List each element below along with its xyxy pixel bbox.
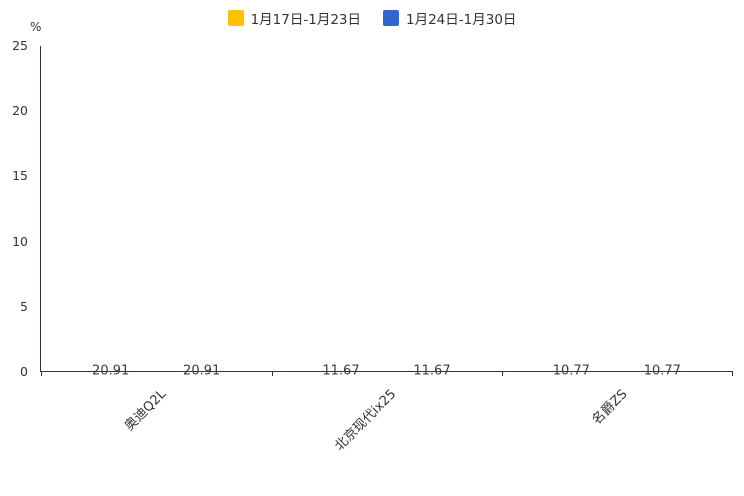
legend-swatch-icon — [227, 10, 244, 26]
y-axis-tick-label: 25 — [12, 38, 28, 53]
y-axis-tick-label: 10 — [12, 233, 28, 249]
y-axis-tick-label: 15 — [12, 168, 28, 184]
x-axis-tick — [502, 371, 504, 376]
bar-value-label: 11.67 — [322, 363, 360, 379]
chart-legend: 1月17日-1月23日 1月24日-1月30日 — [0, 8, 744, 28]
y-axis-tick-label: 0 — [20, 364, 28, 379]
x-axis-category-labels: 奥迪Q2L 北京现代ix25 名爵ZS — [0, 380, 744, 496]
bar-groups: 20.91 20.91 11.67 11.67 10.77 10.77 — [41, 46, 732, 379]
legend-label: 1月24日-1月30日 — [406, 12, 517, 28]
bar-value-label: 20.91 — [183, 363, 221, 379]
x-axis-tick — [732, 371, 733, 376]
x-axis-tick — [41, 371, 42, 376]
y-axis-tick-label: 5 — [20, 298, 28, 314]
x-axis-category-label: 北京现代ix25 — [332, 386, 400, 454]
x-axis-tick — [271, 371, 273, 376]
y-axis-tick-label: 20 — [12, 103, 28, 119]
legend-item[interactable]: 1月24日-1月30日 — [383, 8, 516, 28]
bar-value-label: 10.77 — [552, 363, 590, 379]
legend-label: 1月17日-1月23日 — [250, 12, 361, 28]
legend-swatch-icon — [383, 10, 399, 26]
y-axis-tick-labels: 0 5 10 15 20 25 — [0, 39, 34, 377]
x-axis-category-label: 奥迪Q2L — [121, 386, 169, 435]
plot-area: 20.91 20.91 11.67 11.67 10.77 10.77 — [40, 46, 733, 379]
y-axis-unit-label: % — [30, 20, 42, 34]
x-axis-category-label: 名爵ZS — [588, 386, 631, 428]
bar-value-label: 11.67 — [413, 363, 451, 379]
legend-item[interactable]: 1月17日-1月23日 — [227, 8, 361, 28]
bar-value-label: 20.91 — [92, 363, 130, 379]
bar-value-label: 10.77 — [643, 363, 681, 379]
